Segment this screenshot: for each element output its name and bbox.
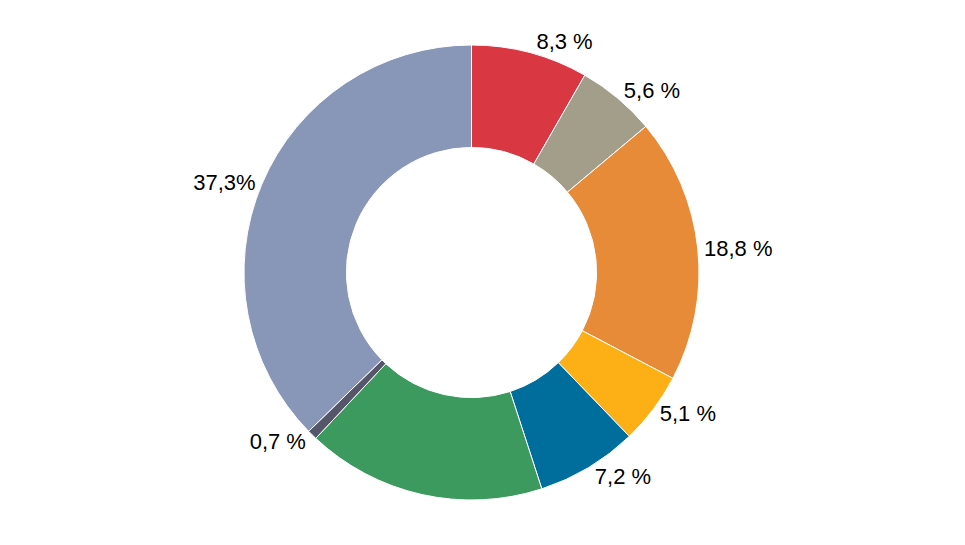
svg-text:18,8 %: 18,8 % — [704, 236, 773, 261]
svg-text:7,2 %: 7,2 % — [595, 464, 651, 489]
svg-text:37,3%: 37,3% — [193, 170, 255, 195]
svg-text:5,1 %: 5,1 % — [660, 401, 716, 426]
svg-text:0,7 %: 0,7 % — [250, 429, 306, 454]
svg-text:5,6 %: 5,6 % — [624, 78, 680, 103]
svg-text:8,3 %: 8,3 % — [536, 29, 592, 54]
